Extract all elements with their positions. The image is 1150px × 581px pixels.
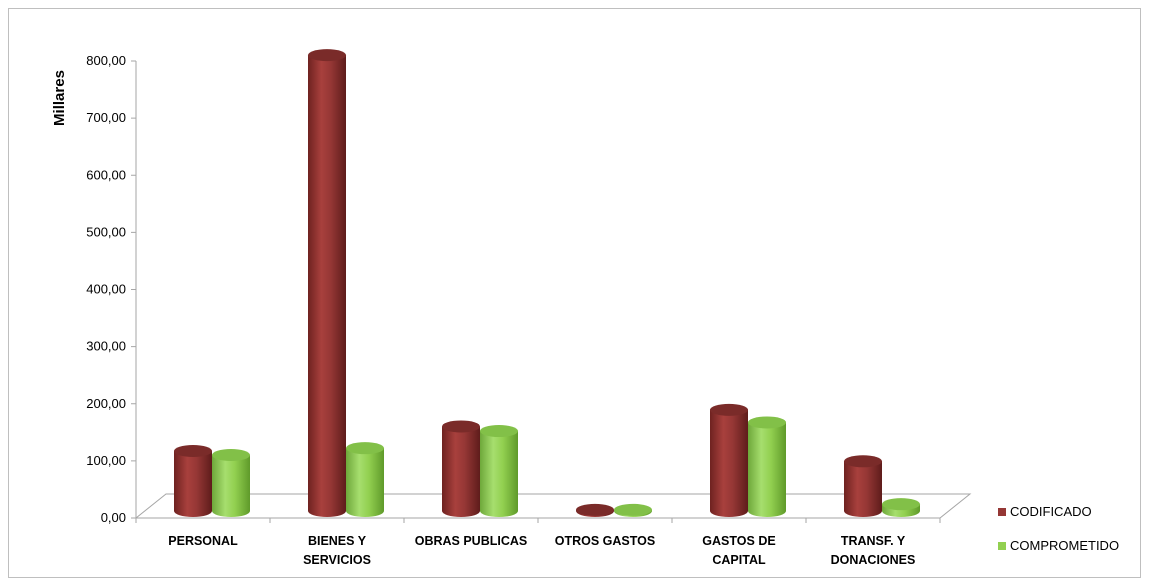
bar-body (748, 422, 786, 517)
y-tick-label: 700,00 (86, 110, 126, 125)
bar-top (346, 442, 384, 455)
x-category-label: BIENES Y SERVICIOS (303, 534, 371, 567)
x-category-label: OBRAS PUBLICAS (415, 534, 528, 548)
legend: CODIFICADO COMPROMETIDO (998, 504, 1119, 553)
bar-codificado (442, 420, 480, 517)
bar-top (748, 416, 786, 429)
bar-codificado (844, 455, 882, 517)
legend-swatch (998, 508, 1006, 516)
x-category-label: GASTOS DE CAPITAL (702, 534, 775, 567)
y-tick-label: 800,00 (86, 53, 126, 68)
y-tick-label: 200,00 (86, 396, 126, 411)
bar-comprometido (614, 503, 652, 517)
legend-swatch (998, 542, 1006, 550)
bar-comprometido (748, 416, 786, 517)
bar-top (576, 503, 614, 516)
legend-label: COMPROMETIDO (1010, 538, 1119, 553)
x-category-label: PERSONAL (168, 534, 238, 548)
bar-body (308, 55, 346, 517)
y-tick-label: 300,00 (86, 339, 126, 354)
bar-top (480, 425, 518, 438)
bar-body (480, 431, 518, 517)
x-category-label: OTROS GASTOS (555, 534, 655, 548)
bar-body (710, 409, 748, 517)
bar-body (442, 426, 480, 517)
y-tick-label: 0,00 (101, 510, 126, 525)
y-axis-label: Millares (51, 70, 68, 126)
bar-top (308, 49, 346, 62)
bar-top (710, 403, 748, 416)
legend-label: CODIFICADO (1010, 504, 1092, 519)
bar-body (174, 451, 212, 517)
bar-comprometido (212, 449, 250, 517)
y-axis: 0,00 100,00 200,00 300,00 400,00 500,00 600,00… (86, 53, 137, 525)
bar-top (614, 503, 652, 516)
x-category-label: TRANSF. Y DONACIONES (831, 534, 916, 567)
bar-top (174, 445, 212, 458)
bar-top (442, 420, 480, 433)
y-tick-label: 600,00 (86, 167, 126, 182)
bar-top (212, 449, 250, 462)
bar-codificado (308, 49, 346, 517)
y-tick-label: 400,00 (86, 282, 126, 297)
bar-body (346, 448, 384, 517)
bar-comprometido (480, 425, 518, 517)
bar-codificado (174, 445, 212, 517)
bar-comprometido (882, 498, 920, 517)
bar-top (882, 498, 920, 511)
bar-codificado (710, 403, 748, 517)
y-tick-label: 500,00 (86, 224, 126, 239)
bar-body (844, 461, 882, 517)
bar-body (212, 455, 250, 517)
bar-top (844, 455, 882, 468)
bars (174, 49, 920, 517)
bar-codificado (576, 503, 614, 517)
bar-comprometido (346, 442, 384, 517)
x-axis: PERSONAL BIENES Y SERVICIOS OBRAS PUBLICAS O… (135, 518, 941, 567)
y-tick-label: 100,00 (86, 453, 126, 468)
